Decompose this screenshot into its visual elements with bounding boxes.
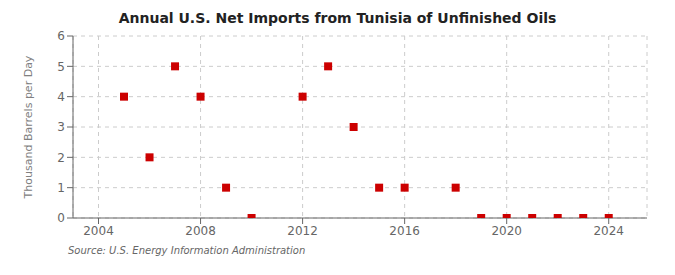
- svg-text:3: 3: [57, 120, 65, 134]
- html-text:Source: U.S. Energy Informatio: Source: U.S. Energy Information Administ…: [68, 245, 306, 256]
- svg-text:6: 6: [57, 29, 65, 43]
- svg-text:2: 2: [57, 151, 65, 165]
- html-text:Annual U.S. Net Imports from T: Annual U.S. Net Imports from Tunisia of …: [118, 10, 557, 26]
- svg-text:2024: 2024: [593, 224, 624, 238]
- svg-text:2012: 2012: [287, 224, 318, 238]
- svg-text:2020: 2020: [491, 224, 522, 238]
- svg-text:5: 5: [57, 60, 65, 74]
- svg-text:2008: 2008: [185, 224, 216, 238]
- svg-text:0: 0: [57, 211, 65, 225]
- svg-text:4: 4: [57, 90, 65, 104]
- svg-text:2004: 2004: [83, 224, 114, 238]
- svg-text:1: 1: [57, 181, 65, 195]
- svg-text:Thousand Barrels per Day: Thousand Barrels per Day: [22, 55, 35, 199]
- svg-text:2016: 2016: [389, 224, 420, 238]
